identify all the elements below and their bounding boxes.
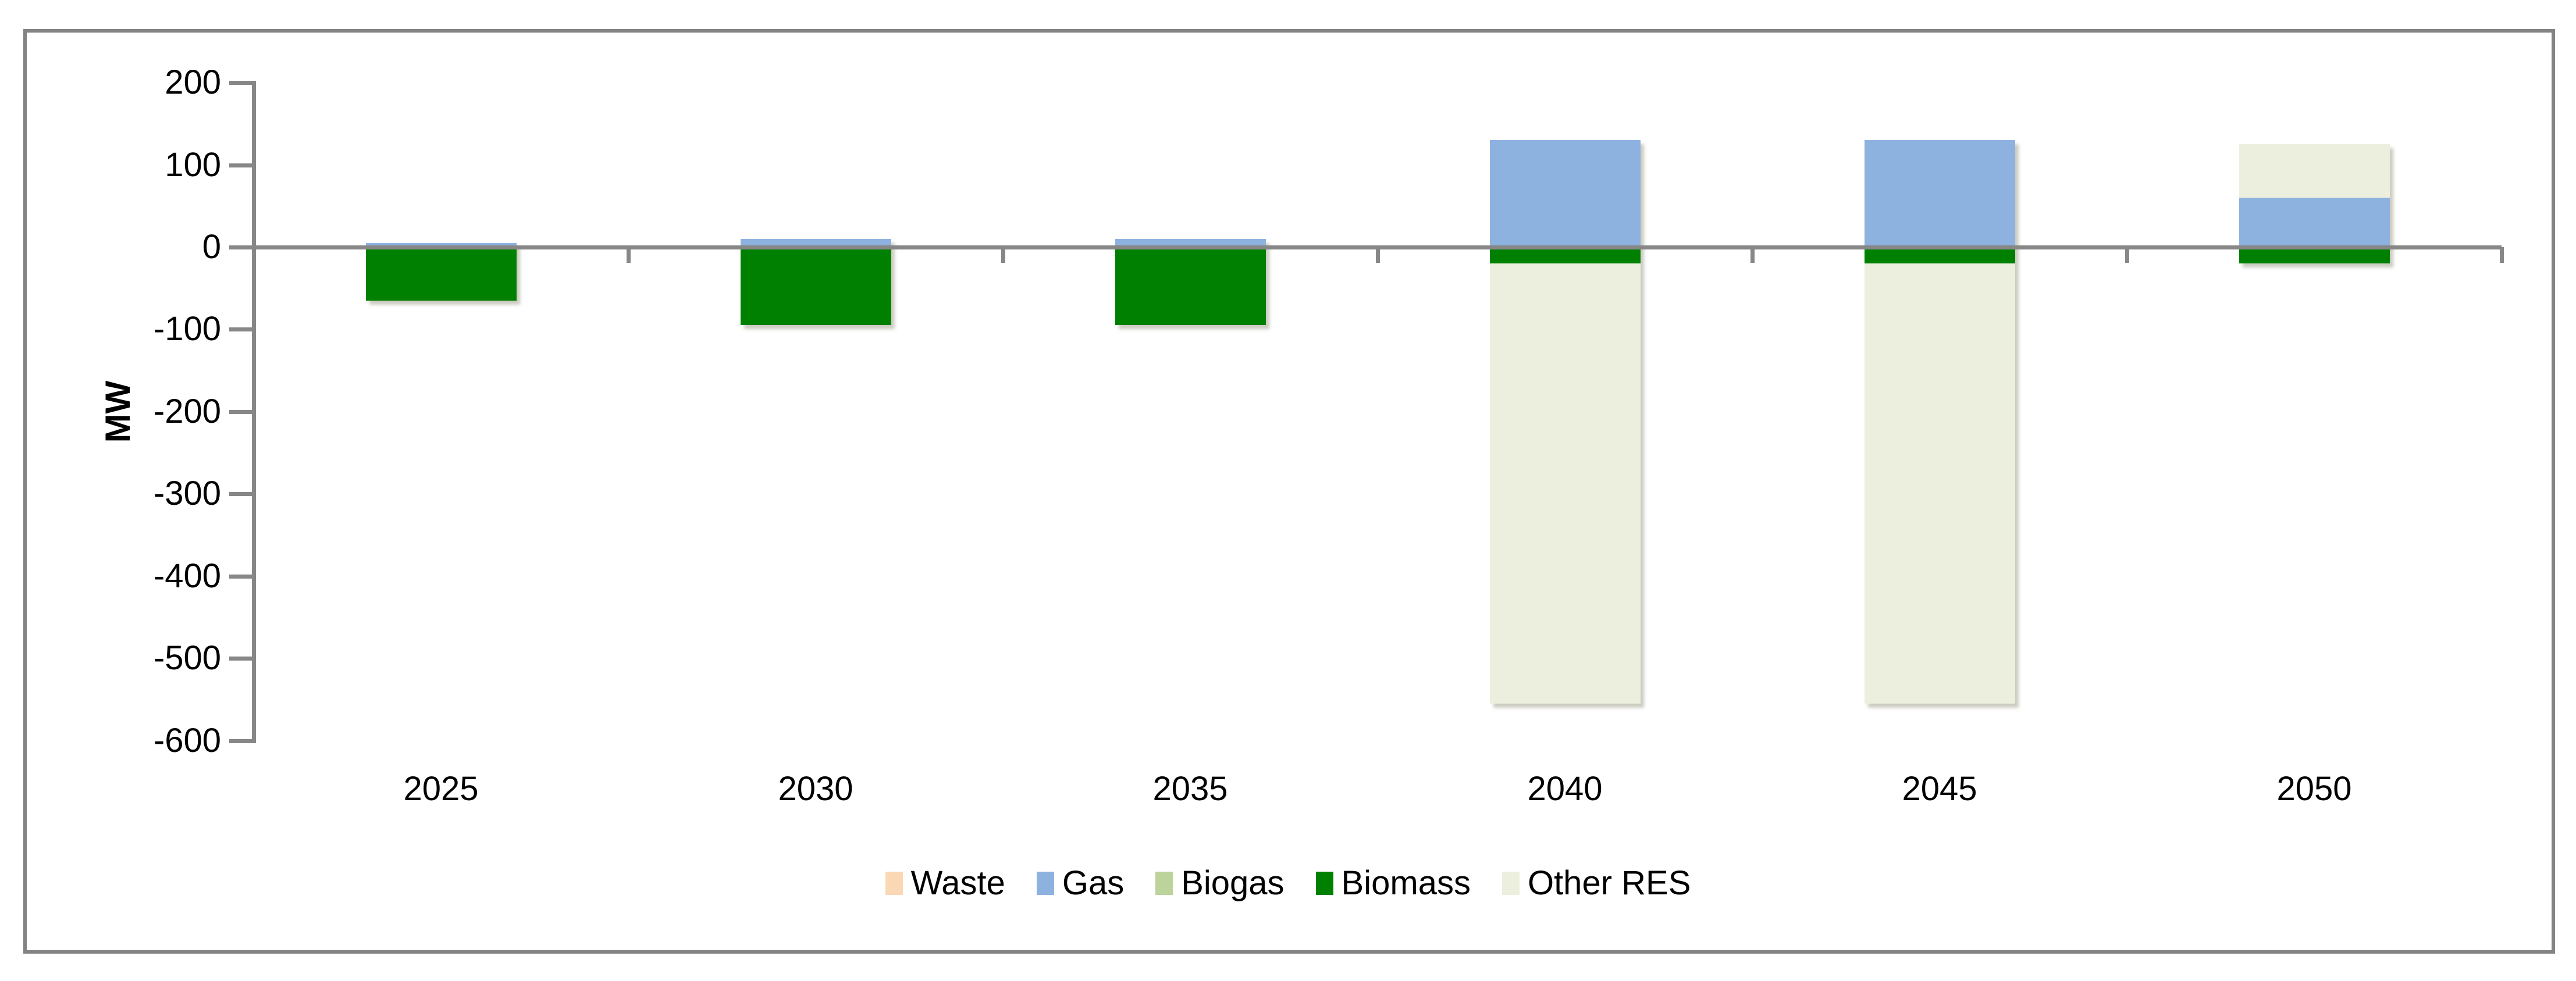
legend: Waste Gas Biogas Biomass Other RES <box>0 865 2576 901</box>
legend-marker-biomass <box>1315 872 1333 895</box>
y-tick-label-100: 100 <box>165 145 221 184</box>
bar-segment-2035-biomass <box>1115 247 1266 326</box>
y-tick-0 <box>229 245 256 249</box>
x-category-label-2030: 2030 <box>778 770 853 808</box>
x-tick-2 <box>1001 247 1005 263</box>
x-category-label-2025: 2025 <box>403 770 479 808</box>
bar-segment-2025-biomass <box>365 247 517 301</box>
legend-marker-biogas <box>1155 872 1173 895</box>
y-tick-100 <box>229 163 256 167</box>
bar-segment-2040-biomass <box>1489 247 1641 264</box>
bar-segment-2025-gas <box>365 242 517 247</box>
bar-stack-2040 <box>1489 0 1641 981</box>
legend-marker-other-res <box>1502 872 1520 895</box>
x-tick-6 <box>2500 247 2504 263</box>
y-tick-label--400: -400 <box>153 557 221 595</box>
y-tick-label--200: -200 <box>153 392 221 430</box>
bar-segment-2050-other-res <box>2239 144 2390 198</box>
bar-segment-2050-biomass <box>2239 247 2390 264</box>
bar-segment-2030-gas <box>740 238 891 247</box>
bar-segment-2035-gas <box>1115 238 1266 247</box>
legend-item-biomass: Biomass <box>1315 864 1471 902</box>
y-tick-label--300: -300 <box>153 475 221 513</box>
legend-label: Gas <box>1062 864 1125 902</box>
bar-segment-2045-biomass <box>1864 247 2015 264</box>
legend-marker-waste <box>885 872 903 895</box>
x-category-label-2040: 2040 <box>1527 770 1603 808</box>
legend-marker-gas <box>1036 872 1054 895</box>
bar-segment-2045-gas <box>1864 140 2015 247</box>
legend-label: Other RES <box>1527 864 1691 902</box>
x-tick-3 <box>1376 247 1380 263</box>
bar-segment-2050-gas <box>2239 198 2390 247</box>
y-tick-label--600: -600 <box>153 721 221 759</box>
bar-segment-2040-other-res <box>1489 263 1641 704</box>
y-tick-200 <box>229 81 256 85</box>
bar-stack-2050 <box>2239 0 2390 981</box>
x-tick-1 <box>627 247 631 263</box>
bar-stack-2025 <box>365 0 517 981</box>
y-tick--300 <box>229 492 256 497</box>
legend-item-waste: Waste <box>885 865 1005 901</box>
legend-item-gas: Gas <box>1036 864 1125 902</box>
y-tick-label--100: -100 <box>153 310 221 348</box>
y-tick--500 <box>229 657 256 661</box>
bar-stack-2030 <box>740 0 891 981</box>
x-tick-4 <box>1750 247 1755 263</box>
legend-item-other-res: Other RES <box>1502 865 1691 901</box>
legend-label: Waste <box>910 864 1005 902</box>
y-tick--100 <box>229 327 256 332</box>
y-tick-label-0: 0 <box>202 228 221 266</box>
legend-item-biogas: Biogas <box>1155 864 1285 902</box>
bar-segment-2030-biomass <box>740 247 891 326</box>
y-tick-label--500: -500 <box>153 639 221 677</box>
bar-segment-2045-other-res <box>1864 263 2015 704</box>
bar-stack-2035 <box>1115 0 1266 981</box>
legend-label: Biomass <box>1341 864 1471 902</box>
chart-outer-border <box>23 29 2555 954</box>
legend-label: Biogas <box>1181 864 1285 902</box>
x-category-label-2035: 2035 <box>1152 770 1228 808</box>
bar-stack-2045 <box>1864 0 2015 981</box>
x-category-label-2045: 2045 <box>1902 770 1977 808</box>
y-tick--400 <box>229 574 256 579</box>
x-category-label-2050: 2050 <box>2276 770 2352 808</box>
y-tick--200 <box>229 409 256 414</box>
x-tick-5 <box>2125 247 2129 263</box>
y-tick-label-200: 200 <box>165 63 221 102</box>
bar-segment-2040-gas <box>1489 140 1641 247</box>
y-tick--600 <box>229 739 256 743</box>
